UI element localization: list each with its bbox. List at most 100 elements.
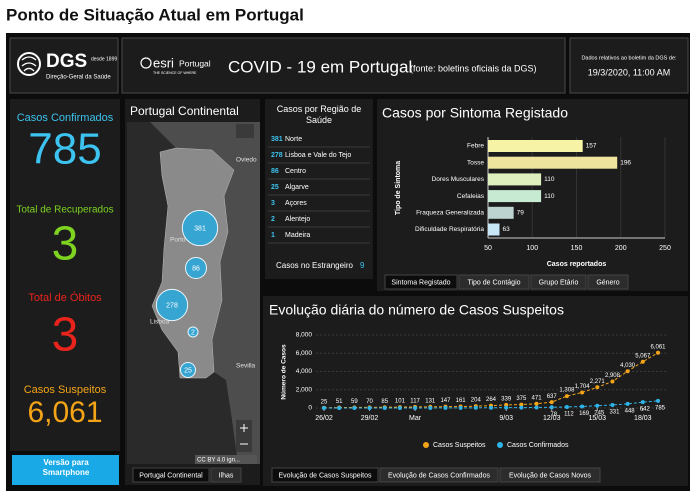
stat-label: Casos Confirmados — [17, 112, 114, 124]
x-tick-label: 15/03 — [589, 415, 607, 422]
tab-label[interactable]: Evolução de Casos Suspeitos — [279, 472, 372, 479]
bar — [488, 190, 542, 203]
smartphone-button[interactable] — [12, 455, 119, 485]
point-label: 264 — [486, 397, 497, 403]
tab[interactable] — [132, 467, 210, 483]
esri-region: Portugal — [179, 58, 211, 68]
map-bubble — [155, 288, 189, 322]
series-point — [504, 405, 509, 410]
point-label: 85 — [381, 399, 388, 405]
tab-label[interactable]: Tipo de Contágio — [467, 279, 520, 286]
point-label: 4,030 — [620, 363, 636, 369]
logo-icon — [17, 52, 41, 76]
region-name: Madeira — [285, 232, 310, 239]
series-point — [625, 369, 630, 374]
stat-value: 6,061 — [27, 396, 102, 429]
map-bubble — [181, 209, 219, 247]
stats-panel — [10, 99, 120, 451]
series-point — [382, 406, 387, 410]
region-name: Centro — [285, 168, 306, 175]
point-label: 1,704 — [575, 384, 591, 390]
map-place: Oviedo — [236, 157, 257, 164]
tab-label[interactable]: Portugal Continental — [139, 472, 203, 479]
x-tick-label: 200 — [615, 245, 627, 252]
point-label: 204 — [471, 398, 482, 404]
tab-label[interactable]: Sintoma Registado — [391, 279, 450, 286]
region-name: Açores — [285, 200, 307, 207]
tab-label[interactable]: Grupo Etário — [539, 279, 579, 286]
tab[interactable] — [458, 274, 530, 290]
logo-name: DGS — [46, 51, 87, 72]
evolution-panel — [263, 296, 688, 486]
y-tick-label: 8,000 — [296, 332, 313, 339]
map-zoom-icons — [240, 424, 248, 445]
tab-label[interactable]: Ilhas — [219, 472, 234, 479]
legend-swatch — [423, 442, 429, 448]
point-label: 2,271 — [590, 379, 606, 385]
y-tick-label: 0 — [308, 405, 312, 412]
stat-label: Casos Suspeitos — [24, 384, 107, 396]
series-point — [656, 350, 660, 355]
bar-value-label: 110 — [544, 193, 555, 200]
smartphone-button-label[interactable]: Versão para Smartphone — [42, 458, 90, 477]
x-tick-label: 250 — [659, 245, 671, 252]
esri-icon — [140, 57, 152, 69]
series-point — [564, 404, 569, 409]
tab[interactable] — [384, 274, 458, 290]
tab[interactable] — [499, 467, 601, 483]
tab-label[interactable]: Evolução de Casos Novos — [509, 472, 592, 479]
region-count: 1 — [271, 232, 275, 239]
series-point — [549, 400, 554, 405]
point-label: 161 — [456, 398, 467, 404]
series-point — [595, 385, 600, 390]
y-tick-label: 2,000 — [296, 386, 313, 393]
map-bubble-label: 278 — [166, 302, 178, 309]
map-bubble — [185, 257, 207, 279]
region-name: Algarve — [285, 184, 309, 191]
point-label: 471 — [532, 395, 543, 401]
tab[interactable] — [210, 467, 242, 483]
x-axis-label: Casos reportados — [547, 261, 607, 268]
series-point — [458, 405, 463, 410]
point-label: 642 — [640, 407, 651, 413]
date-box — [569, 37, 689, 94]
bar — [488, 156, 618, 169]
series-point — [519, 402, 524, 407]
series-point — [534, 401, 539, 406]
esri-name: esri — [153, 55, 174, 70]
abroad-label: Casos no Estrangeiro — [276, 261, 353, 270]
series-point — [625, 401, 630, 406]
y-tick-label: Febre — [467, 143, 484, 150]
regions-title: Casos por Região de Saúde — [276, 104, 362, 125]
series-point — [397, 405, 402, 410]
point-label: 339 — [501, 396, 512, 402]
series-point — [413, 405, 418, 410]
point-label: 131 — [425, 398, 436, 404]
point-label: 59 — [351, 399, 358, 405]
tab[interactable] — [530, 274, 587, 290]
point-label: 70 — [366, 399, 373, 405]
map-attribution-bg — [195, 455, 257, 464]
stat-value: 3 — [52, 218, 79, 271]
region-name: Alentejo — [285, 216, 310, 223]
series-point — [549, 405, 554, 410]
logo-icon — [21, 56, 37, 72]
tab-label[interactable]: Género — [596, 279, 619, 286]
series-point — [564, 394, 569, 399]
tab[interactable] — [379, 467, 499, 483]
point-label: 448 — [625, 408, 636, 414]
tab[interactable] — [587, 274, 629, 290]
x-tick-label: 29/02 — [361, 415, 379, 422]
point-label: 117 — [410, 399, 420, 405]
y-tick-label: 6,000 — [296, 350, 313, 357]
map-attribution: CC BY 4.0 ign... — [197, 458, 240, 464]
x-tick-label: 100 — [526, 245, 538, 252]
map-bubble-label: 25 — [184, 367, 192, 374]
tab-label[interactable]: Evolução de Casos Confirmados — [388, 472, 490, 479]
region-count: 3 — [271, 200, 275, 207]
tab[interactable] — [271, 467, 379, 483]
banner-source: (fonte: boletins oficiais da DGS) — [410, 63, 537, 73]
logo-since: desde 1899 — [91, 56, 117, 62]
map-menu[interactable] — [236, 124, 254, 138]
